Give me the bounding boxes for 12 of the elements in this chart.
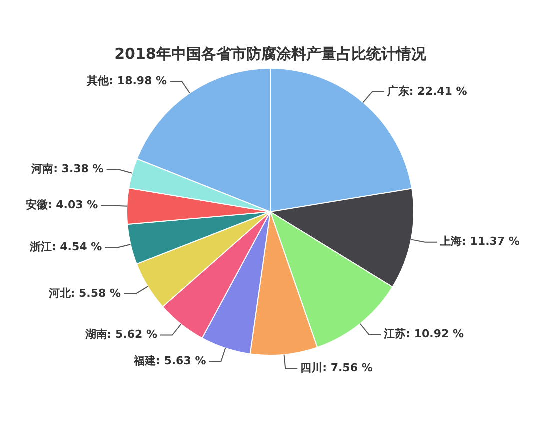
slice-label: 河南: 3.38 %	[30, 162, 104, 176]
slice-label: 广东: 22.41 %	[386, 84, 468, 98]
slice-label: 浙江: 4.54 %	[28, 240, 102, 254]
slice-label: 上海: 11.37 %	[439, 235, 520, 248]
chart-title: 2018年中国各省市防腐涂料产量占比统计情况	[114, 44, 428, 63]
slice-label: 江苏: 10.92 %	[383, 328, 464, 341]
slice-label: 河北: 5.58 %	[48, 286, 122, 300]
slice-label: 安徽: 4.03 %	[26, 198, 98, 212]
slice-label: 湖南: 5.62 %	[84, 328, 158, 342]
slice-label: 四川: 7.56 %	[300, 362, 373, 375]
slice-label: 福建: 5.63 %	[132, 354, 206, 368]
slice-label: 其他: 18.98 %	[86, 74, 168, 88]
